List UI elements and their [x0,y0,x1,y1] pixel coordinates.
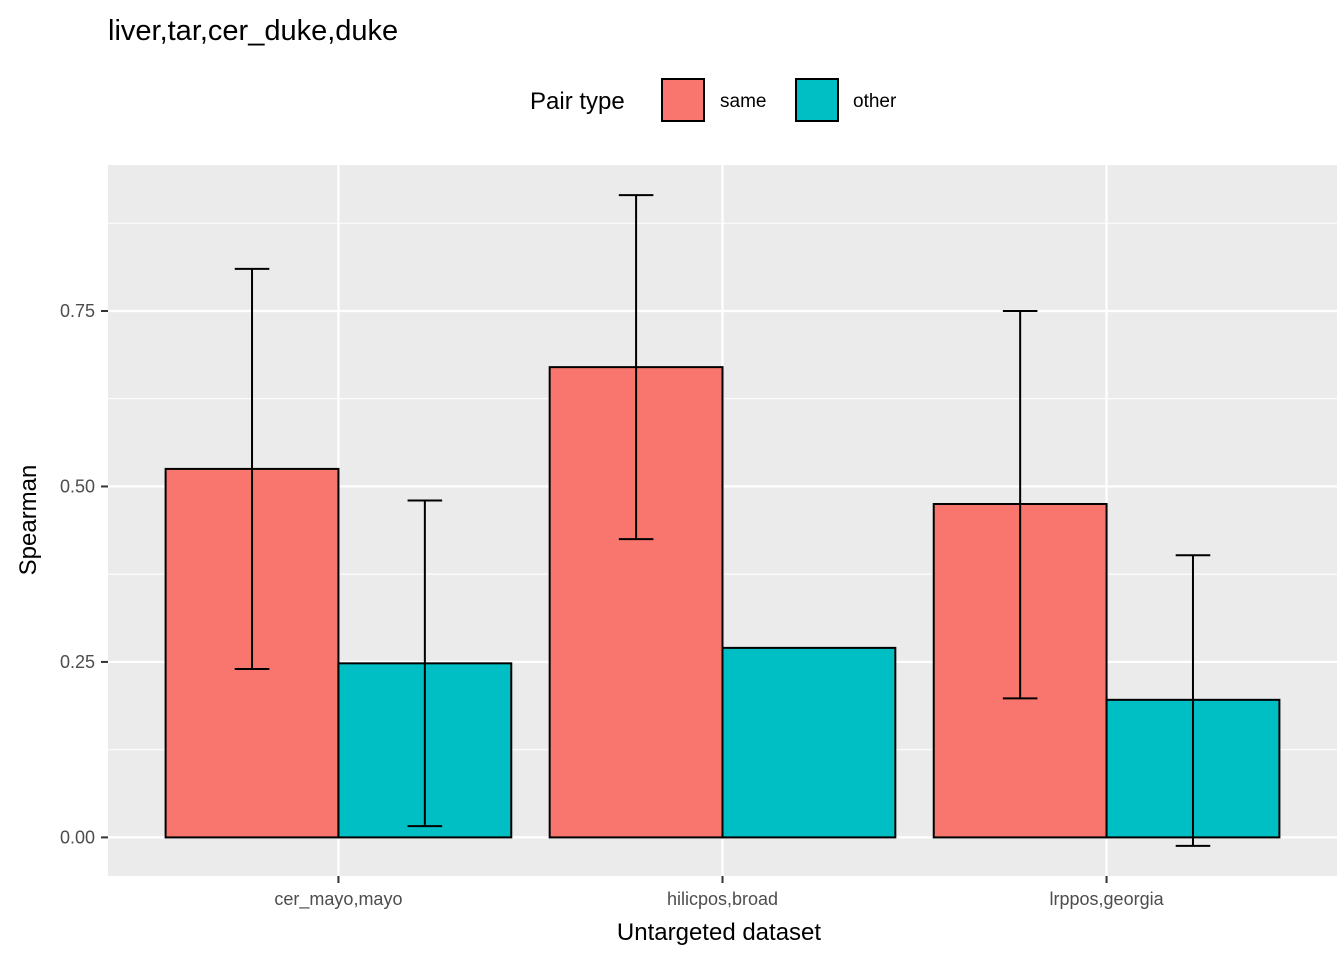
y-tick-label: 0.50 [60,476,95,496]
axes: 0.00 0.25 0.50 0.75 cer_mayo,mayo hilicpos,br… [60,301,1165,910]
bar-other-1 [721,646,897,839]
error-bars [234,194,1211,847]
legend-key-same [661,78,705,122]
errorbar-same-0 [234,267,270,670]
x-axis-title: Untargeted dataset [617,919,821,946]
legend-label-same: same [720,91,766,112]
errorbar-other-0 [407,499,443,828]
chart-title: liver,tar,cer_duke,duke [108,15,398,47]
y-tick-label: 0.75 [60,301,95,321]
errorbar-same-2 [1002,309,1038,700]
y-tick-label: 0.25 [60,652,95,672]
y-axis-title: Spearman [15,465,42,576]
legend: Pair type same other [530,78,897,122]
x-tick-label: hilicpos,broad [667,889,778,909]
legend-label-other: other [853,91,897,112]
legend-key-other [795,78,839,122]
errorbar-other-2 [1175,554,1211,847]
legend-title: Pair type [530,88,625,115]
errorbar-same-1 [618,194,654,541]
x-tick-label: cer_mayo,mayo [274,889,402,910]
y-tick-label: 0.00 [60,827,95,847]
x-tick-label: lrppos,georgia [1050,889,1165,909]
